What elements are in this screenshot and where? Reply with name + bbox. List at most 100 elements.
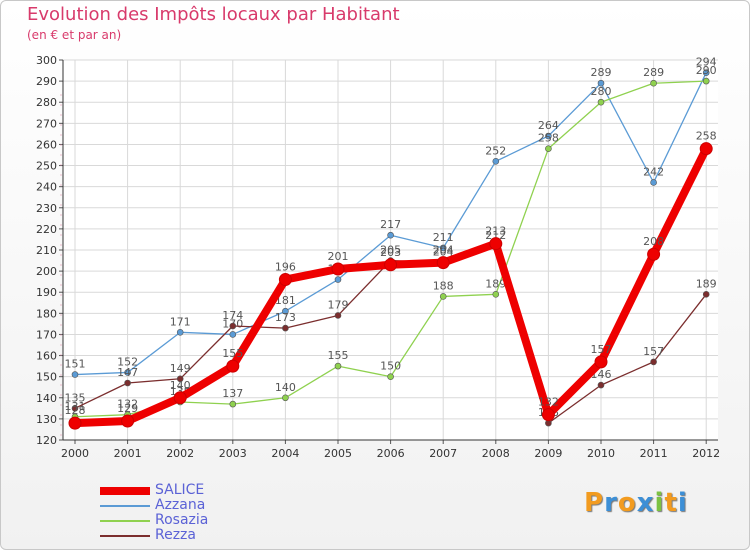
- data-label-salice: 203: [380, 246, 401, 259]
- x-tick-label: 2005: [324, 447, 352, 460]
- data-label-rezza: 149: [170, 362, 191, 375]
- axis-dot: [60, 124, 62, 126]
- axis-dot: [60, 284, 62, 286]
- y-tick-label: 200: [36, 265, 57, 278]
- axis-dot: [60, 414, 62, 416]
- data-point-azzana: [229, 331, 237, 338]
- data-point-rezza: [334, 312, 342, 319]
- axis-dot: [60, 234, 62, 236]
- data-label-rosazia: 290: [696, 64, 717, 77]
- axis-dot: [60, 94, 62, 96]
- data-point-salice: [541, 408, 555, 422]
- data-point-salice: [226, 359, 240, 373]
- logo-letter: t: [664, 488, 678, 518]
- data-point-rosazia: [439, 293, 447, 300]
- data-point-azzana: [492, 158, 500, 165]
- data-point-azzana: [176, 329, 184, 336]
- data-label-salice: 129: [117, 402, 138, 415]
- data-label-salice: 208: [643, 235, 664, 248]
- y-tick-label: 150: [36, 371, 57, 384]
- data-point-rosazia: [545, 145, 552, 152]
- legend-swatch-rezza: [100, 535, 150, 537]
- y-tick-label: 280: [36, 96, 57, 109]
- data-label-rezza: 205: [380, 244, 401, 257]
- logo-letter: P: [584, 488, 605, 518]
- legend-item-azzana: Azzana: [100, 497, 300, 514]
- axis-dot: [60, 364, 62, 366]
- axis-dot: [60, 174, 62, 176]
- data-point-salice: [68, 416, 82, 430]
- y-tick-label: 260: [36, 138, 57, 151]
- data-point-azzana: [545, 132, 552, 140]
- legend-label-salice: SALICE: [155, 482, 205, 498]
- axis-dot: [60, 194, 62, 196]
- data-point-rosazia: [387, 373, 394, 380]
- x-tick-label: 2007: [429, 447, 457, 460]
- data-label-salice: 258: [696, 130, 717, 143]
- data-point-rezza: [124, 379, 131, 387]
- data-point-salice: [278, 273, 292, 287]
- axis-dot: [60, 314, 62, 316]
- data-label-salice: 128: [65, 404, 86, 417]
- axis-dot: [60, 344, 62, 346]
- legend-label-rosazia: Rosazia: [155, 512, 209, 528]
- data-label-salice: 140: [170, 379, 191, 392]
- data-label-rezza: 189: [696, 277, 717, 290]
- axis-dot: [60, 134, 62, 136]
- y-tick-label: 190: [36, 286, 57, 299]
- axis-dot: [60, 204, 62, 206]
- axis-dot: [60, 424, 62, 426]
- data-point-rezza: [650, 358, 657, 366]
- data-label-rosazia: 155: [328, 349, 349, 362]
- data-label-salice: 213: [485, 225, 506, 238]
- x-tick-label: 2009: [534, 447, 562, 460]
- data-label-rezza: 174: [222, 309, 243, 322]
- data-point-azzana: [387, 231, 394, 239]
- data-point-azzana: [702, 69, 710, 76]
- axis-dot: [60, 114, 62, 116]
- data-label-rezza: 173: [275, 311, 296, 324]
- data-point-rosazia: [702, 77, 710, 85]
- data-label-rosazia: 137: [222, 387, 243, 400]
- axis-dot: [60, 104, 62, 106]
- x-tick-label: 2010: [587, 447, 615, 460]
- y-tick-label: 180: [36, 307, 57, 320]
- data-label-azzana: 289: [591, 66, 612, 79]
- legend-swatch-rosazia: [100, 520, 150, 522]
- legend-label-azzana: Azzana: [155, 497, 206, 513]
- x-tick-label: 2012: [692, 447, 720, 460]
- x-tick-label: 2004: [271, 447, 299, 460]
- data-label-azzana: 217: [380, 218, 401, 231]
- data-point-salice: [647, 247, 661, 261]
- data-label-rezza: 157: [643, 345, 664, 358]
- data-point-salice: [121, 414, 135, 428]
- data-point-azzana: [334, 276, 342, 283]
- data-label-azzana: 181: [275, 294, 296, 307]
- x-tick-label: 2003: [219, 447, 247, 460]
- logo-letter: o: [617, 488, 637, 518]
- data-label-azzana: 152: [117, 355, 138, 368]
- axis-dot: [60, 434, 62, 436]
- axis-dot: [60, 244, 62, 246]
- legend: SALICE Azzana Rosazia Rezza: [100, 482, 300, 544]
- data-point-rosazia: [334, 362, 342, 370]
- data-point-rosazia: [650, 79, 657, 87]
- data-point-salice: [489, 237, 503, 251]
- data-point-azzana: [71, 371, 79, 378]
- y-tick-label: 300: [36, 54, 57, 67]
- y-tick-label: 290: [36, 75, 57, 88]
- axis-dot: [60, 304, 62, 306]
- x-tick-label: 2001: [114, 447, 142, 460]
- axis-dot: [60, 264, 62, 266]
- axis-dot: [60, 394, 62, 396]
- x-tick-label: 2000: [61, 447, 89, 460]
- axis-dot: [60, 334, 62, 336]
- data-label-salice: 132: [538, 396, 559, 409]
- chart-subtitle: (en € et par an): [27, 28, 122, 42]
- x-tick-label: 2002: [166, 447, 194, 460]
- data-label-rezza: 147: [117, 366, 138, 379]
- y-tick-label: 210: [36, 244, 57, 257]
- data-label-azzana: 171: [170, 315, 191, 328]
- axis-dot: [60, 144, 62, 146]
- legend-item-rezza: Rezza: [100, 527, 300, 544]
